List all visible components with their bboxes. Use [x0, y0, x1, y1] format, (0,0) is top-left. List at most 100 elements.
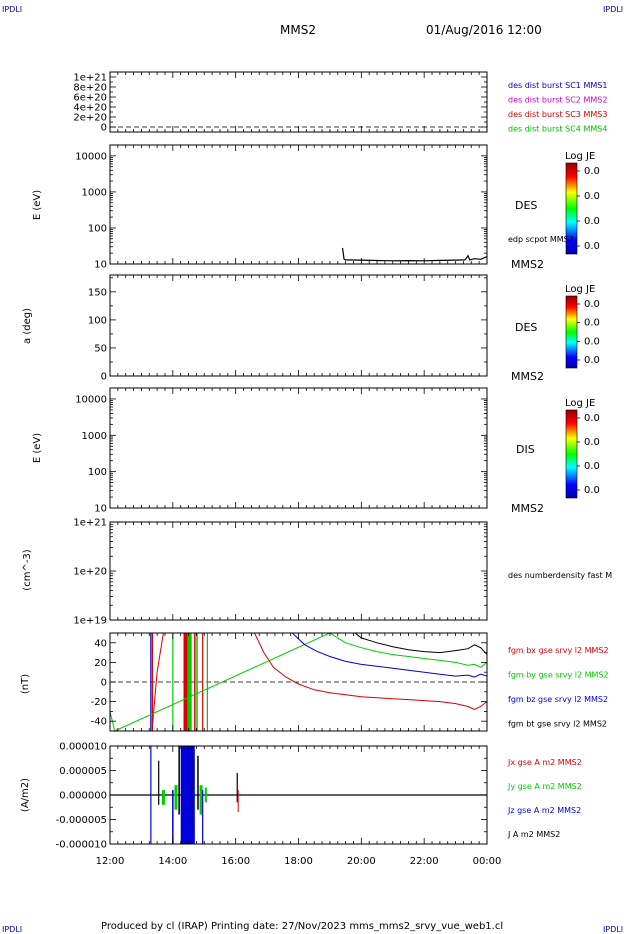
y-tick-label: 150 — [88, 287, 107, 298]
footer-credit: Produced by cl (IRAP) Printing date: 27/… — [101, 921, 503, 932]
y-tick-label: 2e+20 — [73, 113, 107, 124]
y-tick-label: -20 — [91, 697, 107, 708]
y-axis-label: a (deg) — [22, 308, 33, 344]
panel-density-frame — [109, 521, 488, 621]
x-tick-label: 00:00 — [473, 856, 502, 867]
y-tick-label: 4e+20 — [73, 103, 107, 114]
x-tick-label: 12:00 — [96, 856, 125, 867]
x-tick-label: 14:00 — [158, 856, 187, 867]
y-tick-label: 100 — [88, 467, 107, 478]
y-tick-label: -0.000010 — [56, 840, 107, 851]
legend-entry: fgm bx gse srvy l2 MMS2 — [508, 646, 609, 655]
legend-entry: J A m2 MMS2 — [507, 830, 560, 839]
colorbar-tick-label: 0.0 — [584, 355, 600, 366]
y-tick-label: 0 — [101, 372, 107, 383]
y-axis-label: E (eV) — [32, 433, 43, 463]
legend-entry: Jz gse A m2 MMS2 — [507, 806, 581, 815]
legend-entry: des dist burst SC3 MMS3 — [508, 110, 607, 119]
legend-entry: des dist burst SC2 MMS2 — [508, 96, 607, 105]
colorbar-tick-label: 0.0 — [584, 191, 600, 202]
y-tick-label: 0 — [101, 123, 107, 134]
y-axis-label: (A/m2) — [20, 778, 31, 812]
colorbar-tick-label: 0.0 — [584, 437, 600, 448]
fgm-series-line — [291, 632, 488, 678]
y-tick-label: 1e+21 — [73, 518, 107, 529]
legend-entry: des dist burst SC1 MMS1 — [508, 81, 607, 90]
y-tick-label: 10000 — [75, 394, 107, 405]
panel-label-dis: DIS — [516, 443, 535, 456]
y-tick-label: 0 — [101, 678, 107, 689]
y-tick-label: 0.000000 — [59, 791, 107, 802]
x-tick-label: 16:00 — [221, 856, 250, 867]
y-tick-label: 10 — [94, 260, 107, 271]
colorbar-tick-label: 0.0 — [584, 336, 600, 347]
panel-des-energy-frame — [109, 144, 488, 265]
y-tick-label: 10 — [94, 504, 107, 515]
fgm-series-line — [151, 632, 488, 727]
y-tick-label: 8e+20 — [73, 83, 107, 94]
panel-label-des: DES — [515, 199, 537, 212]
y-tick-label: 0.000005 — [59, 766, 107, 777]
y-tick-label: 100 — [88, 223, 107, 234]
fgm-series-line — [109, 632, 488, 732]
colorbar-tick-label: 0.0 — [584, 216, 600, 227]
colorbar-title: Log JE — [565, 398, 595, 409]
colorbar-tick-label: 0.0 — [584, 241, 600, 252]
colorbar-tick-label: 0.0 — [584, 461, 600, 472]
legend-entry: Jy gse A m2 MMS2 — [507, 782, 582, 791]
corner-label-bottom-left: IPDLI — [2, 925, 22, 934]
datetime-title: 01/Aug/2016 12:00 — [426, 23, 542, 37]
y-tick-label: 1e+21 — [73, 73, 107, 84]
y-tick-label: 1e+20 — [73, 567, 107, 578]
panel-des-pitch-frame — [109, 274, 488, 377]
overlay-label: edp scpot MMS2 — [508, 235, 574, 244]
y-tick-label: -40 — [91, 717, 107, 728]
legend-entry: des dist burst SC4 MMS4 — [508, 125, 607, 134]
satellite-title: MMS2 — [280, 23, 316, 37]
y-tick-label: 50 — [94, 343, 107, 354]
y-tick-label: 1000 — [82, 187, 107, 198]
colorbar-tick-label: 0.0 — [584, 318, 600, 329]
legend-entry: fgm bz gse srvy l2 MMS2 — [508, 695, 608, 704]
y-tick-label: 0.000010 — [59, 742, 107, 753]
y-tick-label: 20 — [94, 658, 107, 669]
y-tick-label: -0.000005 — [56, 815, 107, 826]
corner-label-bottom-right: IPDLI — [603, 925, 623, 934]
x-tick-label: 20:00 — [347, 856, 376, 867]
corner-label-top-left: IPDLI — [2, 5, 22, 14]
panel-spacecraft-label: MMS2 — [511, 502, 544, 515]
current-band — [180, 746, 195, 844]
panel-burst-frame — [109, 71, 488, 133]
colorbar-tick-label: 0.0 — [584, 413, 600, 424]
legend-entry: Jx gse A m2 MMS2 — [507, 758, 582, 767]
colorbar — [565, 162, 578, 255]
colorbar-tick-label: 0.0 — [584, 166, 600, 177]
colorbar-tick-label: 0.0 — [584, 485, 600, 496]
panel-label-des: DES — [515, 321, 537, 334]
scpot-line — [341, 247, 488, 262]
y-tick-label: 40 — [94, 638, 107, 649]
y-axis-label: (nT) — [20, 674, 31, 694]
legend-entry: des numberdensity fast M — [508, 571, 612, 580]
colorbar — [565, 409, 578, 499]
fgm-series-line — [354, 632, 488, 655]
colorbar-tick-label: 0.0 — [584, 299, 600, 310]
y-tick-label: 10000 — [75, 151, 107, 162]
x-tick-label: 22:00 — [410, 856, 439, 867]
corner-label-top-right: IPDLI — [603, 5, 623, 14]
y-tick-label: 6e+20 — [73, 93, 107, 104]
panel-spacecraft-label: MMS2 — [511, 370, 544, 383]
panel-dis-energy-frame — [109, 387, 488, 509]
panel-spacecraft-label: MMS2 — [511, 258, 544, 271]
colorbar-title: Log JE — [565, 284, 595, 295]
y-tick-label: 100 — [88, 315, 107, 326]
y-axis-label: (cm^-3) — [22, 549, 33, 590]
y-tick-label: 1000 — [82, 431, 107, 442]
legend-entry: fgm by gse srvy l2 MMS2 — [508, 671, 609, 680]
colorbar — [565, 295, 578, 369]
colorbar-title: Log JE — [565, 151, 595, 162]
y-tick-label: 1e+19 — [73, 616, 107, 627]
x-tick-label: 18:00 — [284, 856, 313, 867]
legend-entry: fgm bt gse srvy l2 MMS2 — [508, 720, 607, 729]
